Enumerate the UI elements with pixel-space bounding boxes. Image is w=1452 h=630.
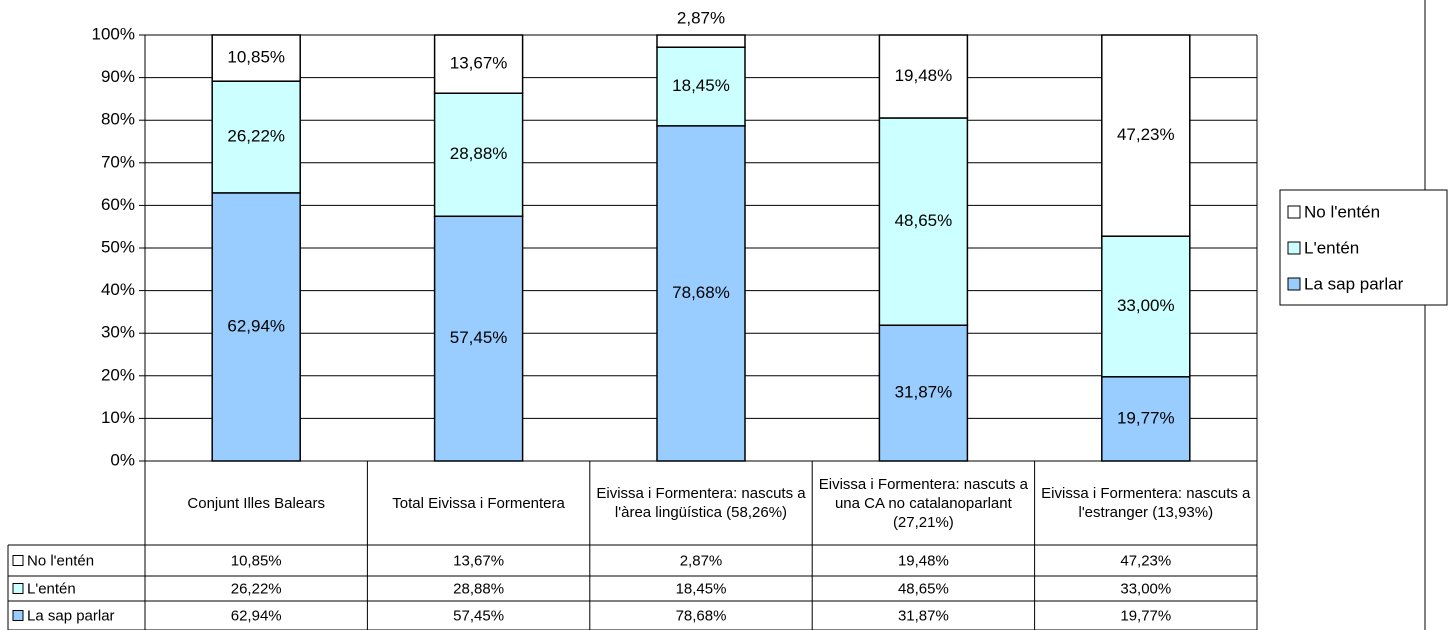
bar-segment <box>1101 376 1191 462</box>
legend-box <box>1279 189 1448 306</box>
category-label: Total Eivissa i Formentera <box>392 494 565 512</box>
data-label: 10,85% <box>227 48 285 67</box>
data-label: 48,65% <box>895 211 953 230</box>
data-label: 18,45% <box>672 76 730 95</box>
row-header: L'entén <box>27 580 76 597</box>
bar-segment <box>211 192 301 462</box>
table-cell: 10,85% <box>231 552 282 569</box>
bar-segment <box>433 92 524 218</box>
table-cell: 26,22% <box>231 580 282 597</box>
y-tick-label: 80% <box>101 110 135 129</box>
legend-key <box>1287 277 1301 291</box>
table-cell: 31,87% <box>898 607 949 624</box>
y-tick-label: 90% <box>101 67 135 86</box>
bar-segment <box>433 34 524 94</box>
category-label: Eivissa i Formentera: nascuts a l'àrea l… <box>596 485 806 521</box>
data-label: 47,23% <box>1117 125 1175 144</box>
row-header: La sap parlar <box>27 607 115 624</box>
bar-segment <box>1101 235 1191 378</box>
data-label: 26,22% <box>227 127 285 146</box>
y-tick-label: 60% <box>101 195 135 214</box>
table-cell: 57,45% <box>453 607 504 624</box>
table-cell: 13,67% <box>453 552 504 569</box>
table-cell: 78,68% <box>676 607 727 624</box>
legend-key <box>12 583 24 594</box>
table-cell: 19,77% <box>1120 607 1171 624</box>
y-tick-label: 100% <box>92 24 135 43</box>
table-cell: 48,65% <box>898 580 949 597</box>
legend-label: No l'entén <box>1304 202 1380 221</box>
bar-segment <box>878 34 969 119</box>
y-tick-label: 50% <box>101 237 135 256</box>
y-tick-label: 70% <box>101 152 135 171</box>
data-label: 2,87% <box>677 8 725 27</box>
data-label: 19,77% <box>1117 408 1175 427</box>
data-label: 57,45% <box>450 328 508 347</box>
table-cell: 28,88% <box>453 580 504 597</box>
bar-segment <box>656 46 746 127</box>
bar-segment <box>1101 34 1191 237</box>
category-label: Eivissa i Formentera: nascuts a l'estran… <box>1041 485 1251 521</box>
legend-key <box>12 610 24 621</box>
bar-segment <box>656 34 746 48</box>
data-label: 13,67% <box>450 54 508 73</box>
category-label: Conjunt Illes Balears <box>187 494 325 512</box>
legend-key <box>1287 205 1301 219</box>
row-header: No l'entén <box>27 552 94 569</box>
table-cell: 2,87% <box>680 552 723 569</box>
legend-key <box>1287 241 1301 255</box>
legend-label: L'entén <box>1304 238 1359 257</box>
bar-segment <box>433 215 524 462</box>
data-label: 62,94% <box>227 316 285 335</box>
legend-key <box>12 555 24 566</box>
bar-segment <box>878 117 969 326</box>
data-label: 19,48% <box>895 66 953 85</box>
legend-label: La sap parlar <box>1304 274 1404 293</box>
category-label: Eivissa i Formentera: nascuts a una CA n… <box>818 475 1028 531</box>
data-label: 31,87% <box>895 383 953 402</box>
data-label: 33,00% <box>1117 296 1175 315</box>
data-label: 78,68% <box>672 283 730 302</box>
table-cell: 62,94% <box>231 607 282 624</box>
table-cell: 33,00% <box>1120 580 1171 597</box>
y-tick-label: 10% <box>101 408 135 427</box>
y-tick-label: 30% <box>101 323 135 342</box>
bar-segment <box>878 324 969 462</box>
bar-segment <box>211 80 301 194</box>
table-cell: 47,23% <box>1120 552 1171 569</box>
table-cell: 18,45% <box>676 580 727 597</box>
bar-segment <box>211 34 301 82</box>
y-tick-label: 0% <box>110 450 135 469</box>
y-tick-label: 20% <box>101 365 135 384</box>
table-cell: 19,48% <box>898 552 949 569</box>
bar-segment <box>656 125 746 462</box>
y-tick-label: 40% <box>101 280 135 299</box>
data-label: 28,88% <box>450 144 508 163</box>
